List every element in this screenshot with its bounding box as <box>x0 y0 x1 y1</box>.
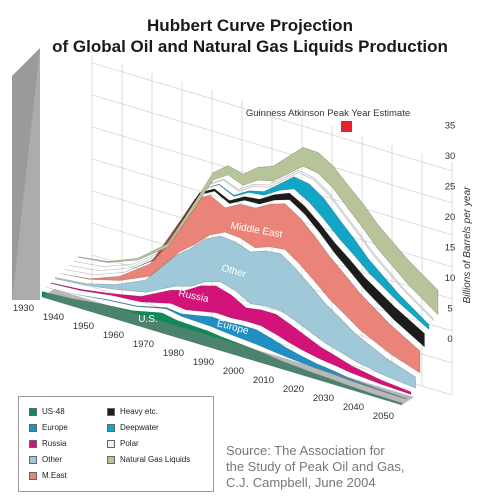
base-plane <box>42 289 414 405</box>
grid-line-y <box>91 94 453 204</box>
y-tick-15: 15 <box>445 243 456 254</box>
legend-swatch-us48 <box>29 407 37 416</box>
legend-label-meast: M.East <box>42 471 67 480</box>
x-tick-1930: 1930 <box>13 303 34 314</box>
legend: US-48 Heavy etc. Europe Deepwater Russia Pola… <box>18 396 214 492</box>
y-tick-20: 20 <box>445 212 456 223</box>
source-line-3: C.J. Campbell, June 2004 <box>226 475 376 490</box>
x-tick-1950: 1950 <box>73 321 94 332</box>
legend-item-us48: US-48 <box>29 407 65 416</box>
legend-swatch-russia <box>29 439 37 448</box>
legend-swatch-other <box>29 455 37 464</box>
y-axis-label: Billions of Barrels per year <box>462 186 473 303</box>
area-ngl <box>77 146 439 316</box>
x-tick-1970: 1970 <box>133 339 154 350</box>
left-wall <box>12 48 40 300</box>
peak-marker <box>341 121 352 132</box>
chart-title-line1: Hubbert Curve Projection <box>147 16 353 35</box>
area-heavy <box>64 188 425 348</box>
area-russia <box>50 282 412 395</box>
legend-label-ngl: Natural Gas Liquids <box>120 455 191 464</box>
legend-swatch-heavy <box>107 407 115 416</box>
x-tick-2040: 2040 <box>343 402 364 413</box>
legend-swatch-ngl <box>107 455 115 464</box>
legend-label-deepwater: Deepwater <box>120 423 159 432</box>
legend-item-polar: Polar <box>107 439 139 448</box>
floor <box>42 289 414 405</box>
legend-item-deepwater: Deepwater <box>107 423 159 432</box>
source-note: Source: The Association for the Study of… <box>226 443 405 491</box>
legend-item-other: Other <box>29 455 62 464</box>
source-line-2: the Study of Peak Oil and Gas, <box>226 459 405 474</box>
area-deepwater <box>68 176 430 331</box>
legend-label-us48: US-48 <box>42 407 65 416</box>
area-label-us48: U.S. <box>138 314 157 325</box>
area-meast <box>59 194 421 374</box>
legend-swatch-polar <box>107 439 115 448</box>
legend-swatch-meast <box>29 471 37 480</box>
legend-label-polar: Polar <box>120 439 139 448</box>
legend-item-heavy: Heavy etc. <box>107 407 158 416</box>
x-tick-2050: 2050 <box>373 411 394 422</box>
x-tick-1960: 1960 <box>103 330 124 341</box>
x-tick-2000: 2000 <box>223 366 244 377</box>
legend-item-europe: Europe <box>29 423 68 432</box>
source-line-1: Source: The Association for <box>226 443 385 458</box>
legend-item-russia: Russia <box>29 439 66 448</box>
area-other <box>55 235 416 389</box>
x-tick-labels: 1930 1940 1950 1960 1970 1980 1990 2000 2010 2020… <box>13 303 394 422</box>
legend-label-russia: Russia <box>42 439 67 448</box>
x-tick-1940: 1940 <box>43 312 64 323</box>
y-tick-30: 30 <box>445 151 456 162</box>
legend-item-ngl: Natural Gas Liquids <box>107 455 190 464</box>
area-polar <box>73 169 434 322</box>
x-tick-1980: 1980 <box>163 348 184 359</box>
x-tick-1990: 1990 <box>193 357 214 368</box>
x-tick-2030: 2030 <box>313 393 334 404</box>
peak-annotation: Guinness Atkinson Peak Year Estimate <box>246 108 410 119</box>
legend-swatch-deepwater <box>107 423 115 432</box>
y-tick-35: 35 <box>445 121 456 132</box>
legend-swatch-europe <box>29 423 37 432</box>
y-tick-labels: 0 5 10 15 20 25 30 35 <box>445 121 456 346</box>
x-tick-2020: 2020 <box>283 384 304 395</box>
legend-label-heavy: Heavy etc. <box>120 407 158 416</box>
x-tick-2010: 2010 <box>253 375 274 386</box>
legend-label-other: Other <box>42 455 63 464</box>
y-tick-10: 10 <box>445 273 456 284</box>
chart-title-line2: of Global Oil and Natural Gas Liquids Pr… <box>52 37 448 56</box>
y-tick-5: 5 <box>447 304 452 315</box>
legend-label-europe: Europe <box>42 423 68 432</box>
y-tick-25: 25 <box>445 182 456 193</box>
legend-item-meast: M.East <box>29 471 67 480</box>
y-tick-0: 0 <box>447 334 452 345</box>
grid-line-y <box>91 62 453 172</box>
